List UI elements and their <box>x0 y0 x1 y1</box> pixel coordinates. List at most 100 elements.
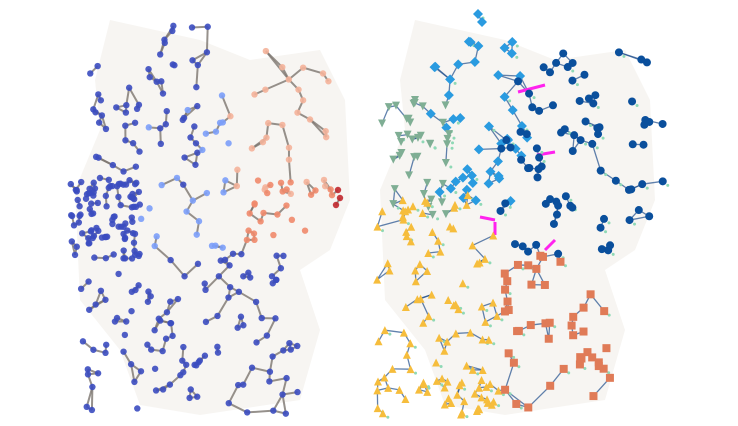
bus-node-diamond <box>450 176 461 187</box>
bus-node-triangle-up <box>415 260 424 269</box>
network-node <box>151 242 158 250</box>
bus-node-square <box>509 358 518 367</box>
network-node <box>120 168 127 175</box>
connector-dot <box>452 136 456 140</box>
network-node <box>312 187 319 194</box>
network-edge <box>169 259 186 277</box>
bus-node-triangle-up <box>419 318 428 327</box>
network-node <box>145 124 152 131</box>
network-node <box>122 220 129 227</box>
bus-node-triangle-up <box>438 374 447 383</box>
network-node <box>202 130 210 137</box>
bus-node-triangle-down <box>394 131 403 140</box>
network-node <box>137 368 145 375</box>
bus-node-triangle-up <box>374 337 383 346</box>
network-node <box>288 216 296 224</box>
connector-dot <box>595 146 599 150</box>
bus-node-square <box>559 364 568 373</box>
bus-node-triangle-down <box>378 119 387 128</box>
bus-node-triangle-up <box>418 209 427 218</box>
connector-dot <box>406 222 410 226</box>
network-node <box>88 200 95 207</box>
network-node <box>86 185 93 193</box>
bus-node-circle <box>568 76 577 85</box>
connector-dot <box>413 345 417 349</box>
network-node <box>122 122 129 129</box>
connector-dot <box>489 389 493 393</box>
bus-node-circle <box>501 199 510 208</box>
network-edge <box>309 118 327 138</box>
bus-node-square <box>556 257 565 266</box>
bus-node-triangle-up <box>447 398 456 407</box>
bus-node-triangle-up <box>434 236 443 245</box>
network-node <box>328 191 336 199</box>
network-node <box>167 319 175 327</box>
network-node <box>243 409 251 416</box>
bus-node-triangle-up <box>380 326 389 335</box>
bus-node-triangle-down <box>443 140 452 149</box>
bus-node-triangle-up <box>451 300 460 309</box>
bus-node-diamond <box>430 61 441 72</box>
network-node <box>303 178 310 186</box>
network-node <box>67 180 75 188</box>
network-node <box>203 189 211 197</box>
bus-node-circle <box>658 119 667 128</box>
network-node <box>159 347 166 355</box>
network-node <box>301 227 309 234</box>
network-node <box>336 194 344 202</box>
bus-node-square <box>512 399 521 408</box>
bus-node-circle <box>588 139 597 148</box>
connector-dot <box>517 365 521 369</box>
network-node <box>148 346 155 353</box>
bus-node-diamond <box>453 59 464 70</box>
bus-node-square <box>589 392 598 401</box>
bus-node-circle <box>591 91 600 100</box>
bus-node-diamond <box>445 74 456 85</box>
bus-node-triangle-up <box>380 373 389 382</box>
network-node <box>102 254 110 262</box>
network-node <box>129 194 137 202</box>
bus-node-triangle-up <box>457 378 466 387</box>
network-node <box>90 232 98 240</box>
network-node <box>137 215 145 223</box>
network-node <box>158 78 165 85</box>
connector-dot <box>589 123 593 127</box>
network-edge <box>394 188 404 201</box>
network-node <box>131 180 139 188</box>
bus-node-square <box>501 285 510 294</box>
bus-node-square <box>594 362 603 371</box>
network-node <box>186 394 193 402</box>
bus-node-circle <box>637 55 646 64</box>
network-node <box>187 134 194 141</box>
network-node <box>102 296 109 303</box>
connector-dot <box>584 142 588 146</box>
network-node <box>132 286 139 294</box>
network-node <box>123 318 130 325</box>
network-node <box>145 65 152 73</box>
connector-dot <box>645 186 649 190</box>
network-node <box>194 149 201 156</box>
network-edge <box>281 394 287 414</box>
right-network-panel <box>373 9 670 419</box>
network-node <box>105 176 112 184</box>
network-node <box>321 183 329 190</box>
network-node <box>102 125 110 133</box>
bus-node-circle <box>535 106 544 115</box>
network-node <box>103 341 110 348</box>
bus-node-triangle-up <box>388 364 397 373</box>
bus-node-triangle-up <box>440 400 449 409</box>
bus-node-triangle-up <box>435 333 444 342</box>
bus-node-diamond <box>507 36 518 47</box>
bus-node-square <box>503 277 512 286</box>
network-node <box>120 230 127 238</box>
bus-node-square <box>513 260 522 269</box>
network-node <box>279 391 286 398</box>
bus-node-circle <box>497 144 506 153</box>
bus-node-triangle-up <box>443 337 452 346</box>
network-node <box>262 184 269 191</box>
bus-node-circle <box>517 155 526 164</box>
bus-node-diamond <box>425 108 436 119</box>
bus-node-circle <box>545 68 554 77</box>
bus-node-triangle-down <box>439 118 448 127</box>
connector-dot <box>567 371 571 375</box>
